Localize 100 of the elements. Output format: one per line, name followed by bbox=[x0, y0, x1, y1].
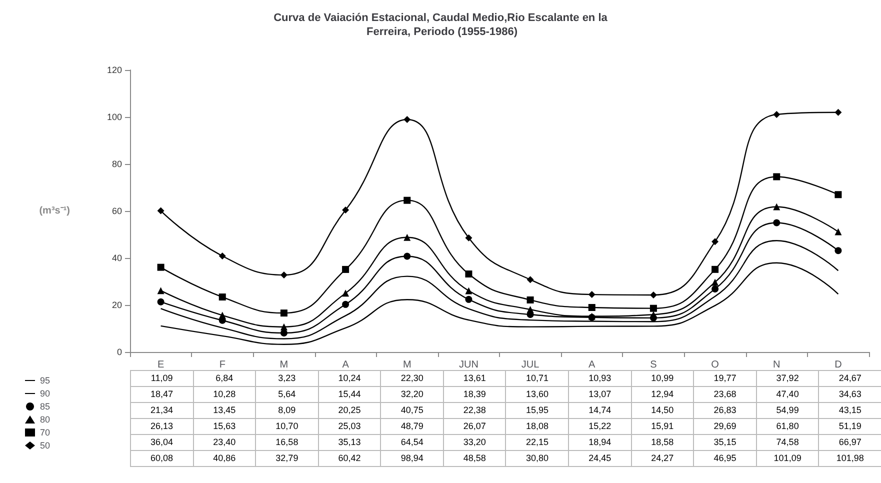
x-tick-label: A bbox=[342, 360, 350, 370]
point bbox=[342, 206, 350, 214]
data-label: 5,64 bbox=[256, 386, 318, 402]
data-label: 19,77 bbox=[694, 370, 756, 386]
data-label: 22,15 bbox=[506, 434, 569, 450]
data-label: 12,94 bbox=[631, 386, 694, 402]
data-label: 33,20 bbox=[443, 434, 506, 450]
data-label: 34,63 bbox=[818, 386, 881, 402]
data-label: 18,94 bbox=[568, 434, 632, 450]
point bbox=[342, 290, 350, 297]
data-label: 15,95 bbox=[506, 402, 569, 418]
point bbox=[280, 323, 288, 330]
data-label: 47,40 bbox=[756, 386, 819, 402]
data-label: 43,15 bbox=[818, 402, 881, 418]
data-label: 101,98 bbox=[818, 450, 881, 466]
y-tick-label: 80 bbox=[112, 159, 122, 169]
point bbox=[650, 291, 657, 298]
x-tick-label: A bbox=[588, 360, 596, 370]
data-label: 24,67 bbox=[818, 370, 881, 386]
data-label: 24,45 bbox=[568, 450, 632, 466]
point bbox=[526, 306, 534, 314]
point bbox=[650, 304, 657, 312]
point bbox=[218, 294, 226, 301]
data-label: 48,79 bbox=[380, 418, 444, 434]
data-label: 98,94 bbox=[380, 450, 444, 466]
data-label: 51,19 bbox=[818, 418, 881, 434]
data-label: 35,15 bbox=[694, 434, 756, 450]
data-label: 3,23 bbox=[256, 370, 318, 386]
point bbox=[404, 252, 411, 260]
data-label: 25,03 bbox=[318, 418, 381, 434]
point bbox=[157, 298, 164, 306]
point bbox=[773, 110, 780, 118]
data-label: 13,07 bbox=[568, 386, 632, 402]
point bbox=[404, 116, 411, 123]
point bbox=[465, 296, 472, 303]
data-label: 40,86 bbox=[193, 450, 256, 466]
data-label: 10,24 bbox=[318, 370, 381, 386]
point bbox=[526, 296, 534, 304]
line-series bbox=[160, 262, 839, 346]
point bbox=[834, 108, 842, 116]
data-label: 8,09 bbox=[256, 402, 318, 418]
point bbox=[834, 191, 842, 198]
data-label: 22,30 bbox=[380, 370, 444, 386]
x-tick-label: M bbox=[280, 360, 288, 370]
point bbox=[465, 270, 472, 278]
x-tick-label: E bbox=[157, 360, 164, 370]
data-label: 26,13 bbox=[130, 418, 194, 434]
data-label: 60,08 bbox=[130, 450, 194, 466]
x-tick-label: JUL bbox=[521, 360, 540, 370]
data-label: 22,38 bbox=[443, 402, 506, 418]
data-label: 15,91 bbox=[631, 418, 694, 434]
data-label: 36,04 bbox=[130, 434, 194, 450]
point bbox=[280, 310, 288, 317]
x-tick-label: JUN bbox=[458, 360, 478, 370]
y-tick-label: 120 bbox=[106, 65, 122, 75]
point bbox=[526, 276, 534, 284]
point bbox=[280, 271, 288, 278]
point bbox=[342, 266, 350, 273]
point bbox=[712, 285, 719, 292]
data-label: 16,58 bbox=[256, 434, 318, 450]
data-label: 101,09 bbox=[756, 450, 819, 466]
data-label: 32,20 bbox=[380, 386, 444, 402]
data-label: 54,99 bbox=[756, 402, 819, 418]
point bbox=[404, 196, 411, 204]
data-label: 13,45 bbox=[193, 402, 256, 418]
point bbox=[404, 234, 411, 241]
data-label: 14,74 bbox=[568, 402, 632, 418]
data-label: 66,97 bbox=[818, 434, 881, 450]
data-label: 10,93 bbox=[568, 370, 632, 386]
point bbox=[588, 291, 596, 298]
point bbox=[773, 173, 780, 180]
data-label: 21,34 bbox=[130, 402, 194, 418]
point bbox=[157, 207, 164, 214]
data-label: 61,80 bbox=[756, 418, 819, 434]
data-label: 13,61 bbox=[443, 370, 506, 386]
legend-label: 80 bbox=[40, 414, 50, 424]
point bbox=[157, 264, 164, 271]
data-label: 29,69 bbox=[694, 418, 756, 434]
data-label: 32,79 bbox=[256, 450, 318, 466]
legend-label: 95 bbox=[40, 376, 50, 386]
data-label: 10,70 bbox=[256, 418, 318, 434]
data-label: 40,75 bbox=[380, 402, 444, 418]
data-label: 10,28 bbox=[193, 386, 256, 402]
point bbox=[588, 304, 596, 311]
point bbox=[218, 252, 226, 260]
data-label: 24,27 bbox=[631, 450, 694, 466]
y-tick-label: 0 bbox=[116, 347, 122, 357]
data-label: 20,25 bbox=[318, 402, 381, 418]
data-label: 48,58 bbox=[443, 450, 506, 466]
data-label: 15,63 bbox=[193, 418, 256, 434]
point bbox=[712, 278, 719, 286]
x-tick-label: M bbox=[402, 360, 412, 370]
point bbox=[218, 312, 226, 319]
data-label: 18,39 bbox=[443, 386, 506, 402]
data-label: 18,08 bbox=[506, 418, 569, 434]
x-tick-label: D bbox=[834, 360, 842, 370]
legend-label: 70 bbox=[40, 428, 50, 438]
y-tick-label: 20 bbox=[112, 300, 122, 310]
y-tick-label: 40 bbox=[112, 253, 122, 263]
line-series bbox=[160, 240, 839, 340]
